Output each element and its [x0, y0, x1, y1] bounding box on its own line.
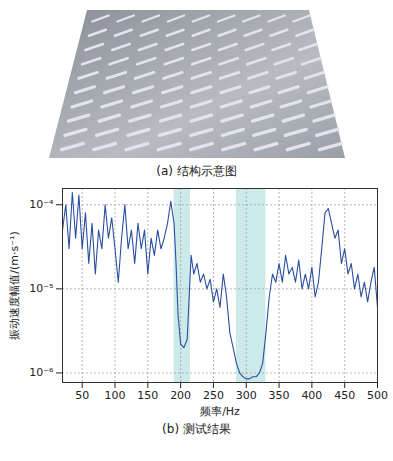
svg-text:10⁻⁵: 10⁻⁵ — [29, 282, 53, 295]
html-text:(b) 测试结果: (b) 测试结果 — [162, 422, 231, 436]
svg-text:400: 400 — [301, 389, 322, 402]
svg-text:100: 100 — [105, 389, 126, 402]
svg-text:250: 250 — [203, 389, 224, 402]
svg-text:150: 150 — [137, 389, 158, 402]
svg-text:50: 50 — [75, 389, 89, 402]
html-text:(a) 结构示意图: (a) 结构示意图 — [156, 164, 237, 178]
svg-text:450: 450 — [334, 389, 355, 402]
svg-text:200: 200 — [170, 389, 191, 402]
svg-text:500: 500 — [367, 389, 388, 402]
svg-text:10⁻⁶: 10⁻⁶ — [29, 366, 54, 379]
svg-text:350: 350 — [269, 389, 290, 402]
svg-text:10⁻⁴: 10⁻⁴ — [29, 198, 54, 211]
svg-text:300: 300 — [236, 389, 257, 402]
svg-text:振动速度幅值/(m·s⁻¹): 振动速度幅值/(m·s⁻¹) — [8, 231, 21, 339]
svg-text:频率/Hz: 频率/Hz — [200, 405, 240, 418]
